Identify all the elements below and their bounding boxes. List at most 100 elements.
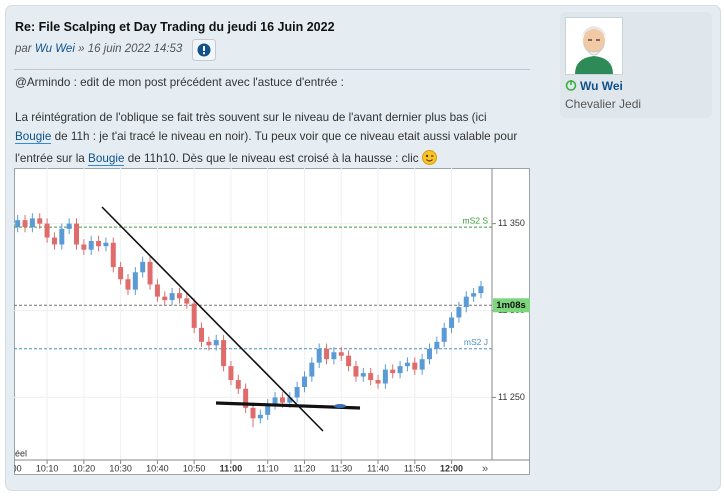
candle-body (279, 397, 285, 403)
candle-body (44, 223, 50, 238)
candle-body (51, 237, 57, 245)
candle-body (199, 327, 205, 342)
candle-body (88, 241, 94, 250)
separator: » (78, 43, 85, 55)
y-tick-label: 11 250 (498, 392, 525, 402)
candle-body (243, 388, 249, 408)
candle-body (66, 223, 72, 229)
text: La réintégration de l'oblique se fait tr… (15, 111, 487, 124)
text: de 11h10. Dès que le niveau est croisé à… (124, 152, 419, 165)
candle-body (169, 293, 175, 301)
candle-body (265, 404, 271, 415)
robe (575, 56, 613, 74)
beard (583, 43, 605, 56)
candle-body (206, 341, 212, 346)
x-tick-label: 10:10 (36, 463, 59, 473)
author-link[interactable]: Wu Wei (34, 43, 75, 55)
candle-body (29, 218, 35, 228)
candle-body (154, 284, 160, 297)
candle-body (228, 366, 234, 381)
icon-bar (203, 46, 205, 51)
candle-body (382, 369, 388, 384)
candle-body (103, 242, 109, 247)
post-date: 16 juin 2022 14:53 (87, 43, 183, 55)
candle-body (316, 348, 322, 363)
candle-body (162, 296, 168, 301)
price-badge-label: 1m08s (496, 300, 526, 311)
candle-body (59, 228, 65, 245)
x-tick-label: 11:20 (294, 463, 316, 473)
x-tick-label: 10:50 (183, 463, 206, 473)
candle-body (118, 267, 124, 280)
candle-body (132, 272, 138, 290)
report-button[interactable] (192, 39, 216, 61)
profile-name[interactable]: Wu Wei (580, 79, 623, 93)
candle-body (272, 397, 278, 405)
smiley (421, 150, 437, 165)
candle-body (441, 327, 447, 342)
candle-body (419, 359, 425, 370)
text: l'entrée sur la (15, 152, 89, 165)
candle-body (125, 279, 131, 290)
candle-body (397, 366, 403, 374)
x-tick-label: 10:20 (73, 463, 96, 473)
post-title[interactable]: Re: File Scalping et Day Trading du jeud… (15, 20, 335, 34)
avatar[interactable] (565, 17, 623, 75)
profile-rank: Chevalier Jedi (565, 97, 642, 111)
candle-body (338, 352, 344, 356)
x-tick-label: 11:00 (220, 463, 243, 473)
candle-body (74, 223, 80, 245)
candle-body (213, 340, 219, 346)
x-tick-label: 11:40 (367, 463, 389, 473)
x-tick-label: 12:00 (440, 463, 463, 473)
greeting: @Armindo : edit de mon post précédent av… (15, 76, 344, 89)
mode-label: éel (15, 448, 27, 458)
candle-body (390, 369, 396, 374)
x-tick-label: 10:40 (146, 463, 169, 473)
candle-body (110, 242, 116, 268)
candle-body (353, 366, 359, 377)
separator-line (14, 69, 530, 70)
candle-body (426, 348, 432, 360)
candle-body (478, 286, 484, 294)
candle-body (15, 220, 21, 228)
price-badge (493, 298, 530, 313)
keyword-link[interactable]: Bougie (88, 152, 125, 166)
level-label: mS2 S (462, 215, 488, 225)
candle-body (309, 362, 315, 377)
candle-body (184, 298, 190, 304)
trend-line (101, 206, 324, 432)
candle-body (434, 341, 440, 349)
candle-body (360, 373, 366, 377)
post-meta: par Wu Wei » 16 juin 2022 14:53 (15, 43, 182, 55)
text-line: La réintégration de l'oblique se fait tr… (15, 111, 487, 124)
keyword-link[interactable]: Bougie (15, 130, 52, 144)
candle-body (404, 362, 410, 367)
candle-body (235, 380, 241, 389)
text-line: l'entrée sur la Bougie de 11h10. Dès que… (15, 150, 437, 166)
x-tick-label: 11:30 (330, 463, 352, 473)
marker (334, 404, 346, 408)
x-tick-label: 11:50 (404, 463, 426, 473)
candle-body (176, 293, 182, 299)
text-line: Bougie de 11h : je t'ai tracé le niveau … (15, 130, 517, 144)
chart-frame (14, 168, 530, 475)
by: par (15, 43, 32, 55)
candle-body (324, 348, 330, 360)
candle-body (250, 407, 256, 419)
candle-body (375, 380, 381, 384)
candle-body (96, 241, 102, 247)
candle-body (22, 220, 28, 228)
hair (582, 26, 606, 37)
candle-body (456, 307, 462, 318)
scroll-button[interactable]: » (482, 463, 488, 475)
candle-body (471, 293, 477, 297)
icon-dot (203, 52, 205, 55)
candle-body (412, 362, 418, 370)
level-label: mS2 J (464, 337, 488, 347)
x-tick-label: 11:10 (257, 463, 279, 473)
candle-body (147, 261, 153, 285)
